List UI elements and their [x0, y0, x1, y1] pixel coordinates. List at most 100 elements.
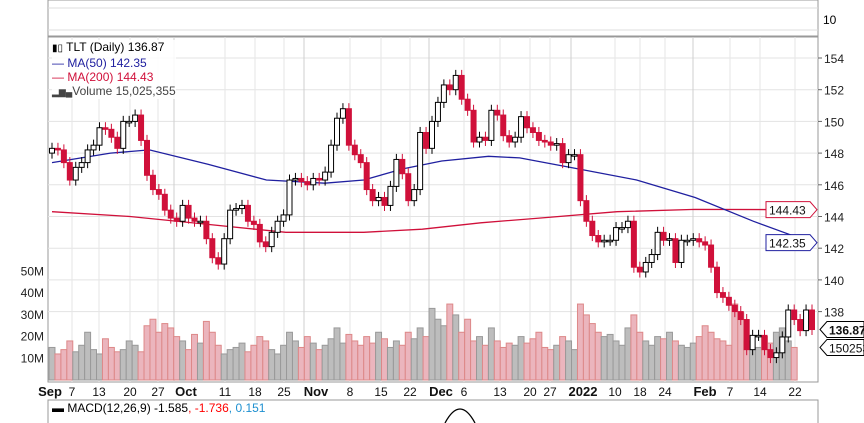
candle-body	[227, 209, 234, 240]
volume-bar	[262, 340, 270, 381]
price-tick-label: 146	[824, 179, 844, 193]
volume-bar	[256, 336, 264, 381]
volume-bar	[784, 340, 792, 381]
volume-bar	[755, 346, 763, 381]
volume-bar	[72, 351, 80, 381]
candle-body	[731, 304, 738, 313]
x-tick-label: 24	[658, 385, 672, 399]
x-tick-label: 13	[493, 385, 507, 399]
candle-body	[351, 144, 358, 156]
ma50-value: 142.35	[769, 237, 806, 251]
candle-body	[215, 257, 222, 265]
volume-bar	[725, 344, 733, 381]
legend: ▮▯ TLT (Daily) 136.87 — MA(50) 142.35 — …	[52, 40, 176, 99]
x-tick-label: 13	[92, 385, 106, 399]
candle-body	[725, 296, 732, 306]
price-tick-label: 154	[824, 52, 844, 66]
candle-body	[476, 136, 483, 143]
volume-bars-icon: ▂▆▄	[52, 87, 73, 97]
candle-body	[423, 131, 430, 149]
x-tick-label: 7	[727, 385, 734, 399]
volume-bar	[452, 314, 460, 381]
volume-bar	[386, 346, 394, 381]
x-tick-label: 8	[347, 385, 354, 399]
volume-bar	[208, 331, 216, 381]
volume-bar	[185, 349, 193, 381]
candle-body	[719, 292, 726, 298]
volume-bar	[351, 340, 359, 381]
volume-bar	[54, 353, 62, 381]
close-tag	[819, 321, 864, 339]
candle-body	[512, 136, 519, 143]
candle-body	[583, 200, 590, 222]
volume-bar	[600, 336, 608, 381]
candle-body	[393, 158, 400, 187]
volume-bar	[683, 346, 691, 381]
volume-bar	[291, 340, 299, 381]
volume-bar	[606, 333, 614, 381]
volume-bar	[149, 318, 157, 381]
candle-body	[755, 334, 762, 338]
volume-bar	[101, 338, 109, 381]
candle-body	[280, 214, 287, 222]
candle-body	[90, 144, 97, 151]
close-value: 136.87	[829, 324, 864, 338]
candle-body	[363, 162, 370, 191]
volume-bar	[481, 344, 489, 381]
candle-body	[411, 189, 418, 202]
x-tick-label: Sep	[38, 384, 62, 399]
volume-bar	[517, 336, 525, 381]
x-tick-label: 18	[633, 385, 647, 399]
volume-bar	[66, 340, 74, 381]
candle-body	[292, 177, 299, 181]
volume-bar	[654, 336, 662, 381]
candle-body	[565, 154, 572, 164]
volume-bar	[630, 314, 638, 381]
x-tick-label: 11	[219, 385, 232, 399]
candle-body	[559, 143, 566, 164]
volume-tick-label: 10M	[21, 351, 44, 365]
price-tick-label: 150	[824, 115, 844, 129]
ma200-tag	[765, 201, 818, 219]
candle-body	[316, 177, 323, 181]
volume-tick-label: 40M	[21, 286, 44, 300]
candle-body	[589, 220, 596, 237]
volume-bar	[428, 307, 436, 381]
legend-volume: ▂▆▄Volume 15,025,355	[52, 84, 176, 98]
volume-bar	[446, 303, 454, 381]
volume-bar	[571, 349, 578, 381]
candle-body	[203, 220, 210, 240]
candle-body	[155, 189, 162, 195]
candle-body	[54, 147, 61, 151]
candlestick-icon: ▮▯	[52, 43, 64, 54]
candle-body	[66, 162, 73, 181]
candle-body	[167, 209, 174, 219]
candle-body	[524, 116, 530, 129]
legend-ma50: — MA(50) 142.35	[52, 56, 147, 70]
volume-bar	[125, 340, 133, 381]
volume-bar	[375, 331, 383, 381]
candle-body	[239, 204, 245, 210]
volume-bar	[179, 340, 187, 381]
candle-body	[696, 238, 703, 243]
volume-bar	[369, 342, 377, 381]
candle-body	[458, 74, 465, 100]
candle-body	[791, 309, 798, 321]
candle-body	[690, 238, 697, 241]
candle-body	[262, 241, 269, 248]
volume-bar	[392, 340, 400, 381]
candle-body	[440, 84, 447, 103]
volume-bar	[636, 331, 644, 381]
candle-body	[375, 196, 382, 202]
volume-bar	[671, 340, 679, 381]
top-panel	[47, 0, 819, 37]
candle-body	[339, 108, 346, 119]
volume-bar	[511, 344, 519, 381]
price-tick-label: 148	[824, 147, 844, 161]
volume-bar	[345, 333, 353, 381]
volume-bar	[588, 323, 596, 381]
candle-body	[268, 231, 275, 248]
volume-bar	[689, 342, 697, 381]
candle-body	[298, 177, 305, 183]
